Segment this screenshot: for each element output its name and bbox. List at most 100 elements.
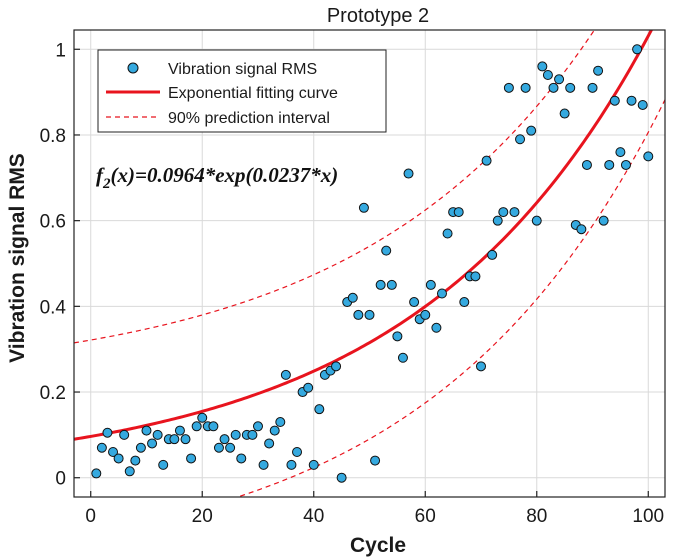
data-point <box>158 459 169 470</box>
data-point <box>609 95 620 106</box>
data-point <box>620 159 631 170</box>
y-tick-label: 0.8 <box>40 126 66 147</box>
data-point <box>403 168 414 179</box>
data-point <box>286 459 297 470</box>
y-tick-label: 0.4 <box>40 297 67 318</box>
data-point <box>353 309 364 320</box>
formula-prefix: f <box>96 163 105 187</box>
data-point <box>96 442 107 453</box>
data-point <box>314 404 325 415</box>
data-point <box>632 44 643 55</box>
data-point <box>108 447 119 458</box>
legend-label-fit: Exponential fitting curve <box>168 85 338 102</box>
data-point <box>119 429 130 440</box>
legend: Vibration signal RMS Exponential fitting… <box>97 49 387 133</box>
data-point <box>258 459 269 470</box>
y-tick-label: 0.6 <box>40 212 66 233</box>
data-point <box>141 425 152 436</box>
data-point <box>102 427 113 438</box>
data-point <box>174 425 185 436</box>
data-point <box>554 74 565 85</box>
data-point <box>392 331 403 342</box>
data-point <box>91 468 102 479</box>
chart-title: Prototype 2 <box>327 5 429 27</box>
data-point <box>264 438 275 449</box>
y-tick-label: 0.2 <box>40 383 66 404</box>
data-point <box>197 412 208 423</box>
data-point <box>420 309 431 320</box>
data-point <box>626 95 637 106</box>
x-tick-label: 40 <box>303 506 324 527</box>
data-point <box>431 322 442 333</box>
data-point <box>559 108 570 119</box>
data-point <box>230 429 241 440</box>
data-point <box>213 442 224 453</box>
y-tick-label: 0 <box>55 469 66 490</box>
data-point <box>180 434 191 445</box>
data-point <box>470 271 481 282</box>
data-point <box>481 155 492 166</box>
data-point <box>526 125 537 136</box>
data-point <box>169 434 180 445</box>
data-point <box>225 442 236 453</box>
data-point <box>487 249 498 260</box>
x-tick-label: 80 <box>526 506 547 527</box>
legend-label-points: Vibration signal RMS <box>168 61 317 78</box>
data-point <box>615 147 626 158</box>
data-point <box>542 69 553 80</box>
data-point <box>515 134 526 145</box>
data-point <box>397 352 408 363</box>
legend-label-interval: 90% prediction interval <box>168 110 330 127</box>
data-points <box>91 44 654 483</box>
data-point <box>565 82 576 93</box>
lower-prediction-interval <box>235 99 665 497</box>
data-point <box>336 472 347 483</box>
upper-prediction-interval <box>74 30 596 344</box>
data-point <box>152 429 163 440</box>
data-point <box>442 228 453 239</box>
data-point <box>386 279 397 290</box>
data-point <box>531 215 542 226</box>
data-point <box>409 297 420 308</box>
exponential-fitting-curve <box>74 30 654 441</box>
data-point <box>520 82 531 93</box>
data-point <box>604 159 615 170</box>
x-axis-label: Cycle <box>350 534 406 557</box>
data-point <box>130 455 141 466</box>
data-point <box>425 279 436 290</box>
data-point <box>537 61 548 72</box>
formula-suffix: (x)=0.0964*exp(0.0237*x) <box>111 163 339 187</box>
data-point <box>358 202 369 213</box>
data-point <box>269 425 280 436</box>
data-point <box>436 288 447 299</box>
data-point <box>381 245 392 256</box>
data-point <box>598 215 609 226</box>
x-tick-label: 20 <box>192 506 213 527</box>
data-point <box>236 453 247 464</box>
curves <box>74 30 665 497</box>
data-point <box>191 421 202 432</box>
data-point <box>124 466 135 477</box>
data-point <box>459 297 470 308</box>
data-point <box>147 438 158 449</box>
data-point <box>453 207 464 218</box>
fit-formula: f2(x)=0.0964*exp(0.0237*x) <box>96 163 338 192</box>
data-point <box>303 382 314 393</box>
data-point <box>492 215 503 226</box>
data-point <box>643 151 654 162</box>
plot-frame <box>73 29 666 498</box>
data-point <box>280 369 291 380</box>
data-point <box>576 224 587 235</box>
data-point <box>331 361 342 372</box>
y-tick-label: 1 <box>55 40 66 61</box>
x-tick-label: 0 <box>85 506 96 527</box>
legend-marker-points <box>127 62 139 74</box>
data-point <box>275 417 286 428</box>
data-point <box>247 429 258 440</box>
data-point <box>135 442 146 453</box>
data-point <box>375 279 386 290</box>
data-point <box>308 459 319 470</box>
data-point <box>503 82 514 93</box>
data-point <box>364 309 375 320</box>
data-point <box>292 447 303 458</box>
